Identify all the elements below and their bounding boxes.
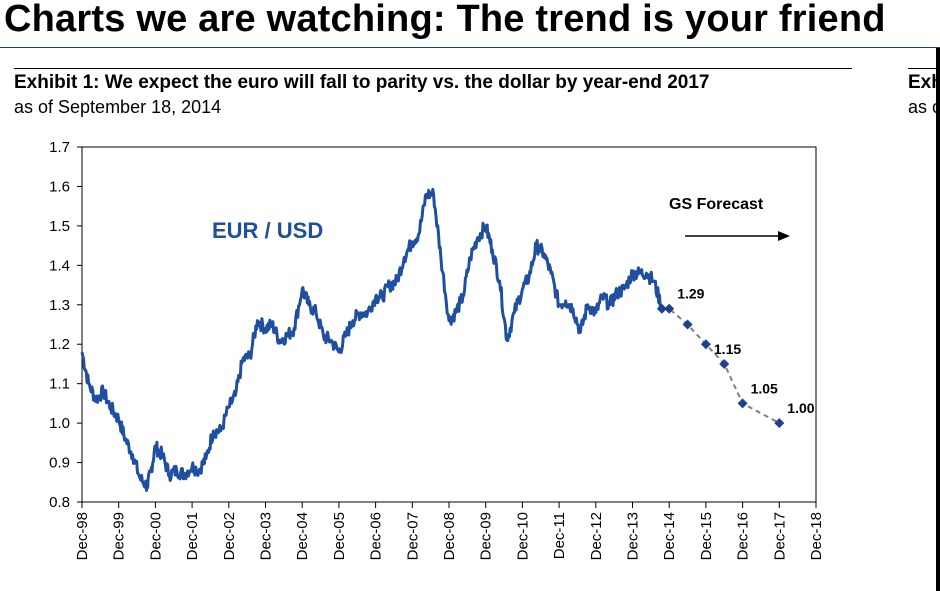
forecast-point	[656, 303, 667, 314]
series-label-eur-usd: EUR / USD	[212, 218, 323, 243]
x-tick-label: Dec-04	[294, 512, 311, 560]
forecast-point	[719, 358, 730, 369]
x-tick-label: Dec-01	[184, 512, 201, 560]
next-exhibit-rule	[908, 68, 940, 69]
x-tick-label: Dec-03	[258, 512, 275, 560]
next-exhibit-title: Exhibit 2	[908, 72, 940, 93]
x-tick-label: Dec-06	[368, 512, 385, 560]
forecast-markers	[656, 303, 785, 429]
x-axis: Dec-98 Dec-99 Dec-00 Dec-01 Dec-02 Dec-03 Dec-…	[74, 502, 825, 560]
y-tick-label: 1.1	[49, 376, 70, 393]
series-line-eur-usd	[80, 187, 663, 492]
exhibit-subtitle: as of September 18, 2014	[14, 97, 222, 117]
x-tick-label: Dec-18	[808, 512, 825, 560]
y-tick-label: 1.5	[49, 218, 70, 235]
title-rule	[0, 47, 940, 48]
x-tick-label: Dec-02	[221, 512, 238, 560]
x-tick-label: Dec-12	[588, 512, 605, 560]
series-line-gs-forecast	[661, 307, 780, 424]
x-tick-label: Dec-99	[111, 512, 128, 560]
y-tick-label: 1.2	[49, 336, 70, 353]
next-exhibit-subtitle: as of	[908, 97, 940, 117]
x-tick-label: Dec-16	[735, 512, 752, 560]
x-tick-label: Dec-98	[74, 512, 91, 560]
x-tick-label: Dec-11	[551, 512, 568, 559]
right-edge-bar	[936, 48, 940, 591]
page-title: Charts we are watching: The trend is you…	[4, 0, 886, 40]
data-label: 1.05	[751, 380, 778, 396]
exhibit-title: Exhibit 1: We expect the euro will fall …	[14, 72, 710, 93]
data-label: 1.00	[787, 400, 814, 416]
forecast-point	[664, 303, 675, 314]
x-tick-label: Dec-08	[441, 512, 458, 560]
y-tick-label: 1.6	[49, 178, 70, 195]
exhibit-rule	[14, 68, 852, 69]
forecast-point	[682, 319, 693, 330]
x-tick-label: Dec-00	[147, 512, 164, 560]
forecast-point	[774, 418, 785, 429]
forecast-point	[737, 398, 748, 409]
x-tick-label: Dec-09	[478, 512, 495, 560]
x-tick-label: Dec-07	[404, 512, 421, 560]
x-tick-label: Dec-05	[331, 512, 348, 560]
forecast-point	[700, 339, 711, 350]
x-tick-label: Dec-17	[771, 512, 788, 560]
y-tick-label: 1.4	[49, 257, 70, 274]
y-tick-label: 1.0	[49, 415, 70, 432]
x-tick-label: Dec-13	[625, 512, 642, 560]
y-tick-label: 1.3	[49, 297, 70, 314]
y-tick-label: 0.9	[49, 455, 70, 472]
data-labels: 1.29 1.15 1.05 1.00	[677, 286, 815, 416]
x-tick-label: Dec-14	[661, 512, 678, 560]
data-label: 1.29	[677, 286, 704, 302]
x-tick-label: Dec-15	[698, 512, 715, 560]
x-tick-label: Dec-10	[514, 512, 531, 560]
data-label: 1.15	[714, 341, 741, 357]
forecast-label: GS Forecast	[669, 196, 764, 213]
y-tick-label: 1.7	[49, 139, 70, 156]
forecast-arrow	[685, 231, 790, 241]
y-axis: 0.8 0.9 1.0 1.1 1.2 1.3 1.4 1.5 1.6 1.7	[49, 139, 82, 511]
y-tick-label: 0.8	[49, 494, 70, 511]
